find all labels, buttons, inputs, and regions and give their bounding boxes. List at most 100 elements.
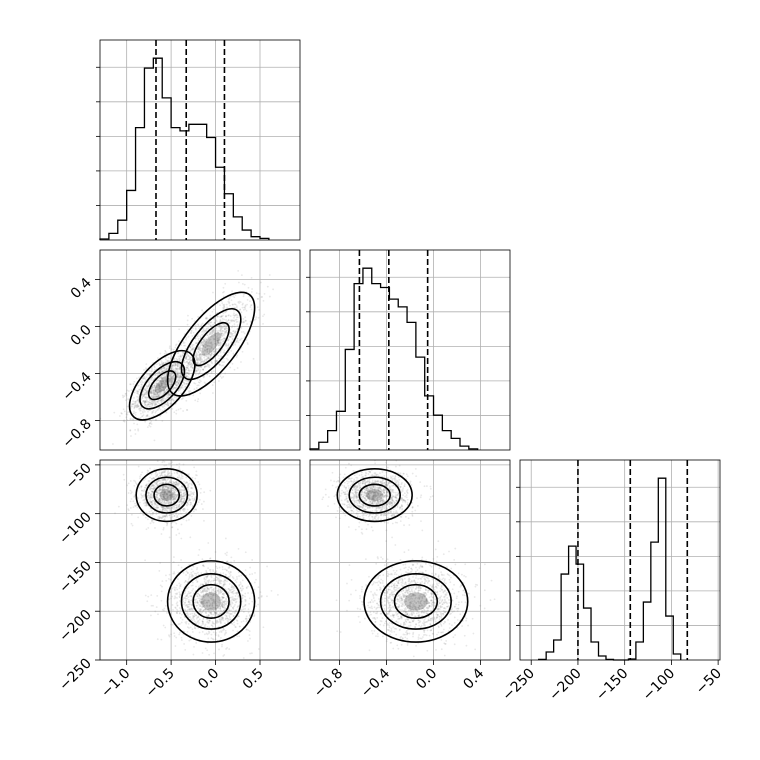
sample-point <box>227 344 229 347</box>
sample-point <box>178 587 181 590</box>
sample-point <box>174 396 176 399</box>
sample-point <box>155 403 157 406</box>
sample-point <box>192 394 195 397</box>
sample-point <box>157 384 160 387</box>
sample-point <box>158 390 161 393</box>
sample-point <box>144 401 147 404</box>
sample-point <box>187 369 190 372</box>
sample-point <box>125 394 128 397</box>
sample-point <box>134 411 137 414</box>
sample-point <box>200 572 203 574</box>
sample-point <box>203 359 206 362</box>
sample-point <box>176 365 179 368</box>
sample-point <box>177 372 180 375</box>
sample-point <box>176 383 178 386</box>
sample-point <box>223 290 225 293</box>
sample-point <box>179 372 182 375</box>
sample-point <box>197 619 200 622</box>
sample-point <box>210 361 213 364</box>
sample-point <box>205 359 208 362</box>
sample-point <box>235 313 238 316</box>
sample-point <box>161 420 164 422</box>
sample-point <box>172 380 174 383</box>
sample-point <box>187 596 190 599</box>
sample-point <box>165 369 168 372</box>
sample-point <box>163 366 165 369</box>
sample-point <box>196 358 198 361</box>
sample-point <box>209 355 212 358</box>
sample-point <box>152 499 155 502</box>
sample-point <box>175 384 177 387</box>
sample-point <box>258 292 261 295</box>
sample-point <box>206 348 209 351</box>
sample-point <box>222 351 225 354</box>
sample-point <box>131 405 134 408</box>
sample-point <box>212 329 215 332</box>
sample-point <box>176 376 179 379</box>
sample-point <box>220 316 222 318</box>
sample-point <box>155 382 158 385</box>
sample-point <box>212 331 215 333</box>
sample-point <box>248 614 251 617</box>
grid-lines <box>100 40 300 240</box>
sample-point <box>216 337 219 340</box>
sample-point <box>266 285 269 288</box>
sample-point <box>144 403 147 406</box>
sample-point <box>209 364 211 367</box>
sample-point <box>178 607 181 609</box>
sample-point <box>233 621 235 624</box>
sample-point <box>232 611 234 613</box>
sample-point <box>232 334 235 337</box>
sample-point <box>156 384 159 387</box>
sample-point <box>126 389 129 392</box>
sample-point <box>176 369 179 372</box>
sample-point <box>179 631 181 634</box>
sample-point <box>187 363 190 365</box>
sample-point <box>237 301 240 304</box>
sample-point <box>142 394 145 397</box>
sample-point <box>253 588 256 591</box>
sample-point <box>194 356 197 359</box>
sample-point <box>171 365 173 368</box>
sample-point <box>227 343 230 345</box>
sample-point <box>233 306 235 309</box>
sample-point <box>250 291 253 293</box>
sample-point <box>160 381 162 384</box>
sample-point <box>162 390 165 392</box>
sample-point <box>169 380 172 382</box>
sample-point <box>120 412 123 414</box>
sample-point <box>237 269 240 272</box>
sample-point <box>142 408 145 411</box>
sample-point <box>150 394 153 397</box>
sample-point <box>151 504 153 506</box>
sample-point <box>162 406 164 409</box>
sample-point <box>187 363 190 366</box>
sample-point <box>139 477 141 480</box>
sample-point <box>231 319 234 322</box>
sample-point <box>144 400 147 403</box>
sample-point <box>130 513 133 516</box>
sample-point <box>195 585 197 588</box>
sample-point <box>189 536 192 539</box>
sample-point <box>214 350 216 353</box>
sample-point <box>223 337 226 340</box>
sample-point <box>173 556 175 558</box>
sample-point <box>168 399 171 402</box>
sample-point <box>178 476 181 478</box>
sample-point <box>173 514 176 517</box>
sample-point <box>190 330 193 333</box>
sample-point <box>169 516 172 519</box>
sample-point <box>163 375 166 378</box>
sample-point <box>260 296 263 299</box>
sample-point <box>188 391 191 394</box>
sample-point <box>171 378 174 381</box>
sample-point <box>135 402 137 404</box>
sample-point <box>250 276 253 279</box>
sample-point <box>156 383 158 386</box>
sample-point <box>236 622 239 625</box>
sample-point <box>192 331 195 334</box>
sample-point <box>177 382 180 385</box>
sample-point <box>167 380 170 382</box>
sample-point <box>165 373 167 376</box>
sample-point <box>152 386 154 389</box>
